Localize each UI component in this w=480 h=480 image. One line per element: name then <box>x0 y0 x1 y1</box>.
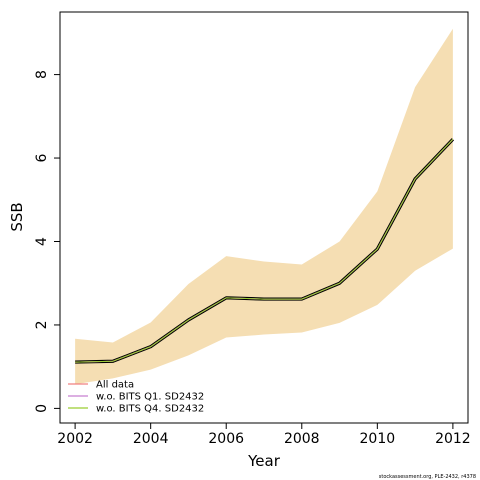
x-tick-label: 2004 <box>133 431 169 447</box>
series-line-3 <box>75 138 454 363</box>
legend-label-2: w.o. BITS Q1. SD2432 <box>96 392 204 403</box>
x-tick-label: 2010 <box>360 431 396 447</box>
y-axis-title: SSB <box>8 202 26 231</box>
y-tick-label: 6 <box>34 154 50 163</box>
x-axis-title: Year <box>247 452 281 470</box>
plot-frame <box>59 11 469 424</box>
legend-label-3: w.o. BITS Q4. SD2432 <box>96 404 204 415</box>
confidence-band-layer <box>75 28 453 385</box>
y-tick-label: 0 <box>34 404 50 413</box>
legend-label-1: All data <box>96 380 134 391</box>
x-tick-label: 2008 <box>284 431 320 447</box>
footer-credit: stockassessment.org, PLE-2432, r4378 <box>379 474 476 480</box>
y-tick-label: 4 <box>34 237 50 246</box>
y-axis: 0 2 4 6 8 <box>34 70 60 413</box>
x-tick-label: 2002 <box>57 431 93 447</box>
y-tick-label: 8 <box>34 70 50 79</box>
y-tick-label: 2 <box>34 320 50 329</box>
x-axis: 2002 2004 2006 2008 2010 2012 <box>57 423 471 447</box>
x-tick-label: 2012 <box>435 431 471 447</box>
x-tick-label: 2006 <box>208 431 244 447</box>
confidence-band <box>75 28 453 385</box>
series-lines-layer <box>75 138 455 364</box>
